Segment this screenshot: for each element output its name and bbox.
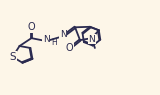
Text: N: N xyxy=(43,35,50,44)
Text: S: S xyxy=(9,52,16,62)
Text: N: N xyxy=(60,30,67,39)
Text: H: H xyxy=(51,38,56,47)
Text: O: O xyxy=(28,22,35,32)
Text: N: N xyxy=(88,35,95,44)
Text: O: O xyxy=(65,43,73,53)
